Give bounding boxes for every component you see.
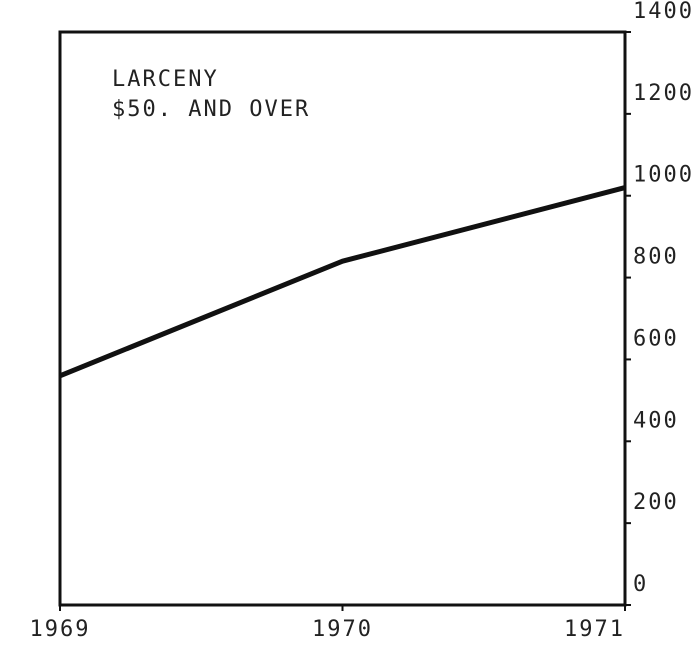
- y-tick-label: 600: [633, 326, 679, 351]
- x-tick-label: 1971: [564, 617, 625, 642]
- chart-title: LARCENY: [112, 67, 219, 92]
- y-tick-label: 0: [633, 572, 648, 597]
- y-tick-label: 800: [633, 245, 679, 270]
- y-tick-label: 200: [633, 490, 679, 515]
- data-line: [59, 185, 626, 379]
- x-tick-label: 1970: [312, 617, 373, 642]
- y-tick-label: 1000: [633, 163, 694, 188]
- chart-subtitle: $50. AND OVER: [112, 97, 310, 122]
- y-tick-label: 1200: [633, 81, 694, 106]
- y-tick-label: 400: [633, 408, 679, 433]
- y-tick-label: 1400: [633, 0, 694, 24]
- x-tick-label: 1969: [30, 617, 91, 642]
